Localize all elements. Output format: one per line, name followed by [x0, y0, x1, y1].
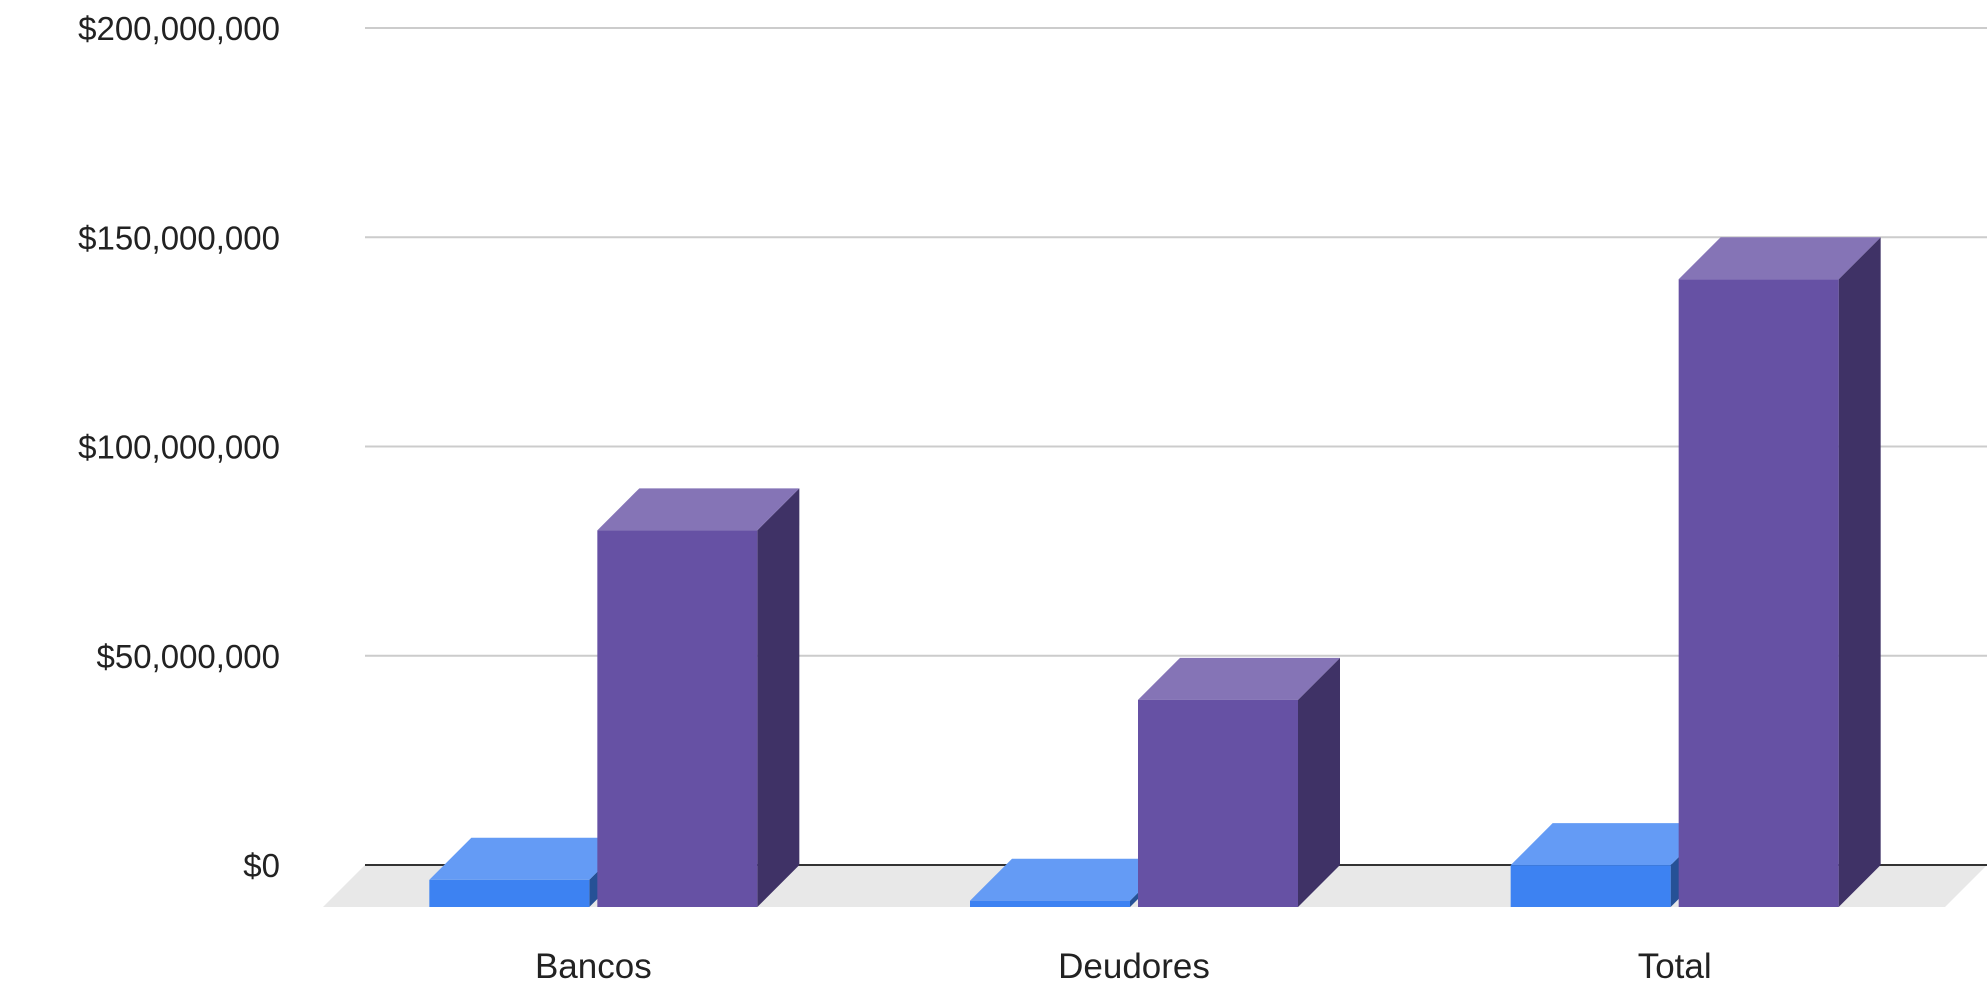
y-tick-label: $50,000,000: [96, 638, 280, 675]
y-tick-label: $150,000,000: [78, 219, 280, 256]
bar-bancos-series-2: [597, 488, 800, 907]
bar-front-face: [1138, 699, 1298, 907]
bar-top-face: [970, 858, 1172, 901]
x-category-label: Bancos: [535, 947, 652, 986]
bar-top-face: [597, 488, 800, 531]
y-tick-label: $100,000,000: [78, 429, 280, 466]
bar-total-series-2: [1678, 237, 1881, 907]
bar-total-series-1: [1510, 823, 1713, 907]
y-axis-tick-labels: $0 $50,000,000 $100,000,000 $150,000,000 $20…: [78, 10, 280, 884]
bar-deudores-series-2: [1138, 657, 1340, 907]
y-tick-label: $200,000,000: [78, 10, 280, 47]
x-category-label: Total: [1638, 947, 1712, 986]
bar-front-face: [1510, 865, 1671, 907]
bar-front-face: [1678, 279, 1839, 907]
bar-top-face: [429, 837, 632, 880]
bar-side-face: [757, 488, 800, 907]
bar-side-face: [1838, 237, 1881, 907]
bar-front-face: [597, 530, 758, 907]
x-category-label: Deudores: [1058, 947, 1210, 986]
bar-top-face: [1138, 657, 1340, 700]
y-tick-label: $0: [243, 847, 280, 884]
bar-top-face: [1510, 823, 1713, 866]
bars: [429, 237, 1881, 907]
bar-side-face: [1298, 657, 1340, 907]
bar-bancos-series-1: [429, 837, 632, 907]
bar-front-face: [970, 900, 1130, 907]
bar-front-face: [429, 879, 590, 907]
bar-top-face: [1678, 237, 1881, 280]
x-axis-category-labels: Bancos Deudores Total: [535, 947, 1712, 986]
